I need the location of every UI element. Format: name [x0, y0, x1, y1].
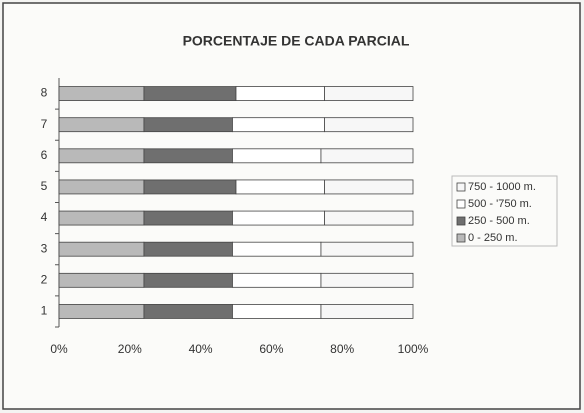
bar-segment: [320, 304, 414, 319]
chart-frame: [2, 2, 581, 410]
bar-segment: [324, 210, 414, 226]
legend-swatch: [456, 216, 466, 226]
x-tick-label: 60%: [259, 342, 283, 356]
bar-segment: [143, 272, 233, 288]
y-tick-label: 7: [41, 117, 48, 131]
bar-segment: [324, 117, 414, 133]
bar-segment: [320, 148, 414, 164]
bar-segment: [232, 241, 322, 257]
legend-label: 250 - 500 m.: [468, 215, 530, 227]
bar-segment: [320, 272, 414, 288]
bar-segment: [58, 179, 145, 195]
legend-label: 750 - 1000 m.: [468, 181, 536, 193]
bar-segment: [320, 241, 414, 257]
bar-segment: [232, 304, 322, 319]
chart-title: PORCENTAJE DE CADA PARCIAL: [183, 33, 410, 49]
bar-segment: [58, 210, 145, 226]
bar-segment: [232, 272, 322, 288]
legend-swatch: [456, 233, 466, 243]
bar-segment: [58, 304, 145, 319]
x-tick-label: 40%: [189, 342, 213, 356]
bar-segment: [324, 179, 414, 195]
bar-segment: [58, 272, 145, 288]
legend-label: 0 - 250 m.: [468, 232, 518, 244]
bar-segment: [143, 148, 233, 164]
bar-segment: [143, 117, 233, 133]
bar-segment: [58, 148, 145, 164]
y-tick-label: 1: [41, 304, 48, 318]
bar-segment: [232, 210, 325, 226]
x-tick-label: 80%: [330, 342, 354, 356]
x-tick-label: 0%: [50, 342, 68, 356]
bar-segment: [143, 210, 233, 226]
x-tick-label: 100%: [398, 342, 429, 356]
legend-label: 500 - '750 m.: [468, 198, 532, 210]
legend-box: [451, 175, 558, 247]
bar-segment: [143, 304, 233, 319]
y-tick-label: 6: [41, 148, 48, 162]
y-tick-label: 4: [41, 210, 48, 224]
bar-segment: [58, 86, 145, 101]
y-tick-label: 3: [41, 241, 48, 255]
bar-segment: [143, 241, 233, 257]
legend-swatch: [456, 199, 466, 209]
bar-segment: [143, 179, 237, 195]
bar-segment: [143, 86, 237, 101]
legend-swatch: [456, 182, 466, 192]
y-tick-label: 2: [41, 272, 48, 286]
bar-segment: [232, 117, 325, 133]
bar-segment: [324, 86, 414, 101]
bar-segment: [232, 148, 322, 164]
y-tick-label: 5: [41, 179, 48, 193]
y-tick-label: 8: [41, 86, 48, 100]
bar-segment: [58, 241, 145, 257]
bar-segment: [58, 117, 145, 133]
x-tick-label: 20%: [118, 342, 142, 356]
bar-segment: [235, 179, 325, 195]
bar-segment: [235, 86, 325, 101]
